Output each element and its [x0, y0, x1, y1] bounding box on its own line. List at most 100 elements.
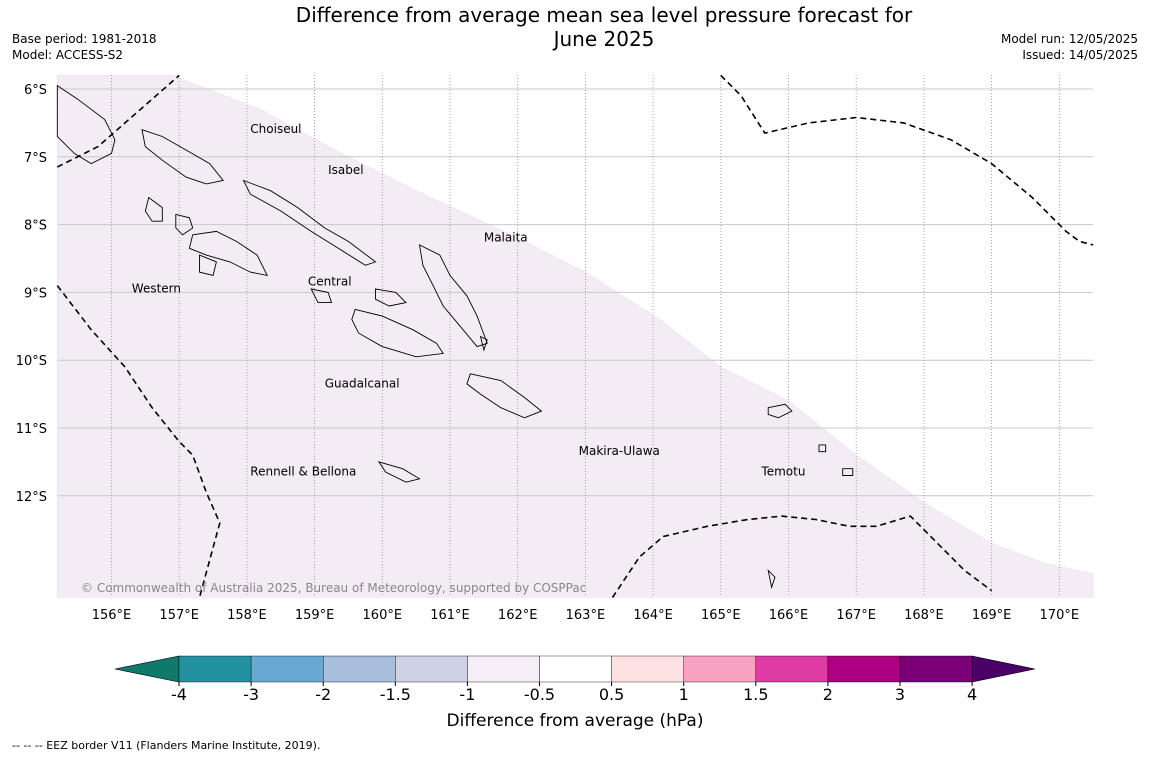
vanikoro-coast [842, 468, 854, 476]
eez-border-south [611, 515, 993, 598]
vella-lavella-coast [144, 196, 163, 222]
copyright-text: © Commonwealth of Australia 2025, Bureau… [81, 581, 586, 595]
colorbar-tick-label: -3 [243, 685, 259, 704]
colorbar-tick-label: -1 [459, 685, 475, 704]
malaita-coast [418, 244, 488, 348]
longitude-tick-label: 164°E [633, 608, 673, 623]
new-georgia-coast [188, 230, 269, 277]
makira-coast [466, 373, 543, 419]
colorbar-swatch [611, 655, 684, 683]
longitude-tick-label: 166°E [769, 608, 809, 623]
region-label: Central [308, 275, 352, 289]
model-text: Model: ACCESS-S2 [12, 48, 124, 62]
colorbar-tick-label: -1.5 [380, 685, 411, 704]
bougainville-coast [56, 84, 116, 165]
anuta-coast [767, 569, 776, 590]
utupua-coast [818, 444, 827, 453]
anomaly-shading [57, 75, 1094, 598]
longitude-tick-label: 157°E [159, 608, 199, 623]
latitude-tick-label: 9°S [24, 286, 47, 301]
map-axes: 6°S 7°S 8°S 9°S 10°S 11°S 12°S 156°E 157°E 158°E 1… [16, 83, 1079, 623]
base-period-info: Base period: 1981-2018 Model: ACCESS-S2 [12, 31, 157, 63]
eez-border-northwest [56, 74, 180, 168]
region-label: Malaita [484, 231, 528, 245]
longitude-tick-label: 167°E [836, 608, 876, 623]
latitude-tick-label: 12°S [16, 490, 47, 505]
kolombangara-coast [175, 213, 194, 236]
longitude-tick-label: 170°E [1040, 608, 1080, 623]
longitude-tick-label: 162°E [498, 608, 538, 623]
anomaly-region [57, 75, 1094, 598]
province-labels: Choiseul Isabel Malaita Central Western Guada… [132, 122, 806, 478]
longitude-tick-label: 169°E [972, 608, 1012, 623]
latitude-tick-label: 11°S [16, 422, 47, 437]
choiseul-coast [141, 129, 225, 185]
colorbar-tick-label: -4 [171, 685, 187, 704]
eez-border [56, 74, 1094, 598]
latitude-tick-label: 8°S [24, 219, 47, 234]
latitude-tick-label: 10°S [16, 354, 47, 369]
longitude-tick-label: 158°E [227, 608, 267, 623]
title-line-2: June 2025 [553, 27, 655, 51]
eez-border-northeast [720, 74, 1094, 246]
longitude-tick-label: 168°E [904, 608, 944, 623]
santa-cruz-coast [767, 403, 793, 419]
map-area: Choiseul Isabel Malaita Central Western Guada… [56, 74, 1094, 598]
graticule [58, 75, 1093, 596]
region-label: Rennell & Bellona [250, 464, 356, 478]
longitude-tick-label: 156°E [92, 608, 132, 623]
longitude-tick-label: 160°E [363, 608, 403, 623]
colorbar-swatch [683, 655, 757, 683]
region-label: Choiseul [250, 122, 301, 136]
russell-coast [310, 288, 333, 304]
guadalcanal-coast [351, 308, 444, 358]
colorbar-swatch [395, 655, 468, 683]
small-malaita-coast [479, 335, 488, 352]
colorbar-swatch [467, 655, 540, 683]
region-label: Isabel [328, 163, 363, 177]
colorbar-swatch [178, 655, 252, 683]
colorbar-swatch [323, 655, 396, 683]
colorbar-tick-label: -0.5 [524, 685, 555, 704]
model-run-text: Model run: 12/05/2025 [1000, 32, 1138, 46]
colorbar-low-extend [114, 655, 180, 683]
longitude-tick-label: 161°E [430, 608, 470, 623]
map-title: Difference from average mean sea level p… [0, 3, 1150, 51]
colorbar-tick-label: 1 [679, 685, 689, 704]
colorbar-swatch [827, 655, 901, 683]
title-line-1: Difference from average mean sea level p… [295, 3, 913, 27]
region-label: Temotu [760, 464, 805, 478]
eez-border-west [56, 285, 221, 598]
rennell-coast [377, 461, 421, 483]
vangunu-coast [199, 254, 217, 276]
colorbar-swatch [250, 655, 324, 683]
colorbar-swatch [539, 655, 612, 683]
latitude-tick-label: 6°S [24, 83, 47, 98]
colorbar: -4 -3 -2 -1.5 -1 -0.5 0.5 1 1.5 2 3 4 [114, 655, 1036, 704]
base-period-text: Base period: 1981-2018 [12, 32, 157, 46]
colorbar-tick-label: -2 [315, 685, 331, 704]
isabel-coast [242, 179, 377, 266]
colorbar-swatch [755, 655, 829, 683]
colorbar-swatch [899, 655, 973, 683]
region-label: Western [132, 281, 181, 295]
run-info: Model run: 12/05/2025 Issued: 14/05/2025 [1001, 31, 1138, 63]
latitude-tick-label: 7°S [24, 151, 47, 166]
longitude-tick-label: 163°E [566, 608, 606, 623]
colorbar-high-extend [971, 655, 1036, 683]
colorbar-tick-label: 2 [823, 685, 833, 704]
region-label: Makira-Ulawa [579, 444, 660, 458]
colorbar-tick-label: 3 [895, 685, 905, 704]
colorbar-tick-label: 4 [967, 685, 977, 704]
colorbar-label: Difference from average (hPa) [447, 711, 704, 731]
coastlines [56, 84, 854, 590]
colorbar-tick-label: 0.5 [599, 685, 624, 704]
longitude-tick-label: 165°E [701, 608, 741, 623]
region-label: Guadalcanal [325, 376, 400, 390]
colorbar-tick-label: 1.5 [743, 685, 768, 704]
issued-text: Issued: 14/05/2025 [1022, 48, 1138, 62]
nggela-coast [375, 288, 407, 307]
longitude-tick-label: 159°E [295, 608, 335, 623]
eez-footnote: -- -- -- EEZ border V11 (Flanders Marine… [12, 739, 321, 752]
